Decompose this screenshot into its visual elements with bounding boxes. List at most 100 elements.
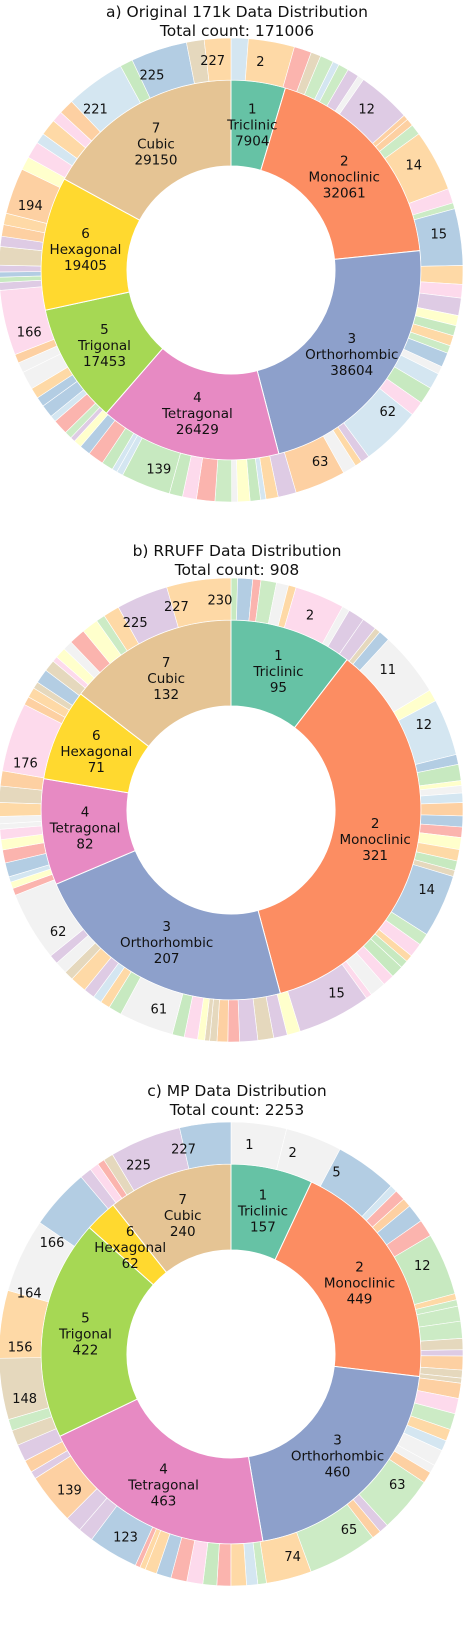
- inner-label-7-num: 7: [162, 655, 171, 671]
- inner-label-1-name: Triclinic: [226, 118, 277, 134]
- outer-label-2: 2: [289, 1146, 297, 1161]
- outer-slice: [420, 265, 464, 285]
- outer-label-2: 2: [306, 608, 314, 623]
- outer-label-62: 62: [50, 925, 67, 940]
- inner-label-2-value: 321: [362, 848, 388, 864]
- outer-label-74: 74: [284, 1550, 301, 1565]
- inner-label-6-name: Hexagonal: [94, 1240, 166, 1256]
- outer-label-166: 166: [17, 326, 42, 341]
- outer-slice: [179, 1121, 232, 1170]
- inner-label-1-value: 95: [270, 680, 287, 696]
- outer-slice: [230, 1543, 247, 1587]
- inner-label-1-value: 157: [250, 1220, 276, 1236]
- outer-label-14: 14: [418, 883, 435, 898]
- inner-label-4-name: Tetragonal: [49, 820, 121, 836]
- outer-label-5: 5: [332, 1165, 340, 1180]
- inner-label-3-value: 460: [325, 1464, 351, 1480]
- inner-label-7-name: Cubic: [164, 1208, 202, 1224]
- outer-slice: [166, 577, 232, 628]
- inner-label-6-num: 6: [126, 1224, 135, 1240]
- inner-label-7-value: 132: [153, 687, 179, 703]
- outer-label-14: 14: [405, 159, 422, 174]
- outer-label-227: 227: [171, 1142, 196, 1157]
- chart-panel-c: c) MP Data Distribution Total count: 225…: [0, 1080, 474, 1627]
- inner-label-7-num: 7: [152, 121, 161, 137]
- donut-chart-a: 1Triclinic79042Monoclinic320613Orthorhom…: [0, 37, 464, 503]
- outer-label-148: 148: [12, 1392, 37, 1407]
- outer-label-65: 65: [341, 1523, 358, 1538]
- chart-panel-b: b) RRUFF Data Distribution Total count: …: [0, 540, 474, 1080]
- inner-label-4-name: Tetragonal: [127, 1478, 199, 1494]
- outer-slice: [231, 459, 238, 503]
- outer-label-227: 227: [200, 54, 225, 69]
- chart-title: a) Original 171k Data Distribution: [106, 3, 368, 21]
- outer-slice: [203, 37, 232, 82]
- outer-slice: [420, 1349, 464, 1357]
- chart-title: b) RRUFF Data Distribution: [132, 542, 342, 560]
- inner-label-6-num: 6: [92, 728, 101, 744]
- inner-label-5-name: Trigonal: [58, 1326, 112, 1342]
- inner-label-1-num: 1: [259, 1188, 268, 1204]
- outer-label-15: 15: [431, 227, 448, 242]
- inner-label-1-num: 1: [248, 102, 257, 118]
- inner-label-6-name: Hexagonal: [60, 744, 132, 760]
- inner-label-7-value: 240: [170, 1224, 196, 1240]
- outer-label-139: 139: [57, 1484, 82, 1499]
- inner-label-4-name: Tetragonal: [161, 406, 233, 422]
- outer-label-230: 230: [208, 593, 233, 608]
- inner-label-2-name: Monoclinic: [324, 1276, 395, 1292]
- outer-label-12: 12: [414, 1259, 431, 1274]
- inner-label-2-name: Monoclinic: [309, 169, 380, 185]
- inner-label-3-name: Orthorhombic: [120, 935, 213, 951]
- inner-label-3-name: Orthorhombic: [291, 1448, 384, 1464]
- outer-label-194: 194: [18, 199, 43, 214]
- inner-label-6-value: 19405: [64, 258, 107, 274]
- inner-label-2-num: 2: [355, 1260, 364, 1276]
- outer-slice: [420, 802, 464, 817]
- inner-label-1-name: Triclinic: [237, 1204, 288, 1220]
- inner-label-3-name: Orthorhombic: [305, 347, 398, 363]
- outer-label-62: 62: [380, 405, 397, 420]
- inner-label-5-value: 17453: [83, 354, 126, 370]
- outer-label-139: 139: [146, 462, 171, 477]
- inner-label-1-value: 7904: [235, 134, 269, 150]
- inner-label-5-num: 5: [100, 322, 109, 338]
- inner-label-4-num: 4: [81, 804, 90, 820]
- inner-label-7-name: Cubic: [137, 137, 175, 153]
- outer-label-166: 166: [40, 1236, 65, 1251]
- inner-label-2-value: 449: [347, 1292, 373, 1308]
- outer-label-15: 15: [328, 987, 345, 1002]
- donut-chart-c: 1Triclinic1572Monoclinic4493Orthorhombic…: [0, 1121, 464, 1587]
- inner-label-5-num: 5: [81, 1310, 90, 1326]
- outer-slice: [227, 999, 240, 1043]
- outer-label-225: 225: [123, 616, 148, 631]
- outer-label-61: 61: [151, 1002, 168, 1017]
- inner-label-4-value: 26429: [176, 422, 219, 438]
- inner-label-1-num: 1: [274, 648, 283, 664]
- outer-label-221: 221: [83, 102, 108, 117]
- inner-label-2-num: 2: [340, 153, 349, 169]
- inner-label-5-name: Trigonal: [77, 338, 131, 354]
- inner-label-2-num: 2: [371, 816, 380, 832]
- inner-label-7-num: 7: [178, 1192, 187, 1208]
- donut-chart-b: 1Triclinic952Monoclinic3213Orthorhombic2…: [0, 577, 464, 1043]
- inner-label-2-value: 32061: [323, 185, 366, 201]
- inner-label-7-value: 29150: [135, 153, 178, 169]
- inner-label-3-num: 3: [162, 919, 171, 935]
- outer-label-123: 123: [113, 1531, 138, 1546]
- inner-label-3-num: 3: [347, 331, 356, 347]
- outer-label-2: 2: [256, 55, 264, 70]
- inner-label-4-value: 82: [76, 836, 93, 852]
- outer-label-12: 12: [415, 718, 432, 733]
- outer-label-12: 12: [358, 102, 375, 117]
- outer-label-176: 176: [13, 757, 38, 772]
- inner-label-6-value: 62: [122, 1256, 139, 1272]
- inner-label-4-value: 463: [151, 1494, 177, 1510]
- chart-title: c) MP Data Distribution: [147, 1082, 327, 1100]
- outer-label-63: 63: [312, 455, 329, 470]
- inner-label-3-num: 3: [333, 1432, 342, 1448]
- inner-label-5-value: 422: [73, 1342, 99, 1358]
- chart-panel-a: a) Original 171k Data Distribution Total…: [0, 0, 474, 540]
- chart-subtitle: Total count: 171006: [159, 22, 315, 40]
- outer-label-63: 63: [389, 1478, 406, 1493]
